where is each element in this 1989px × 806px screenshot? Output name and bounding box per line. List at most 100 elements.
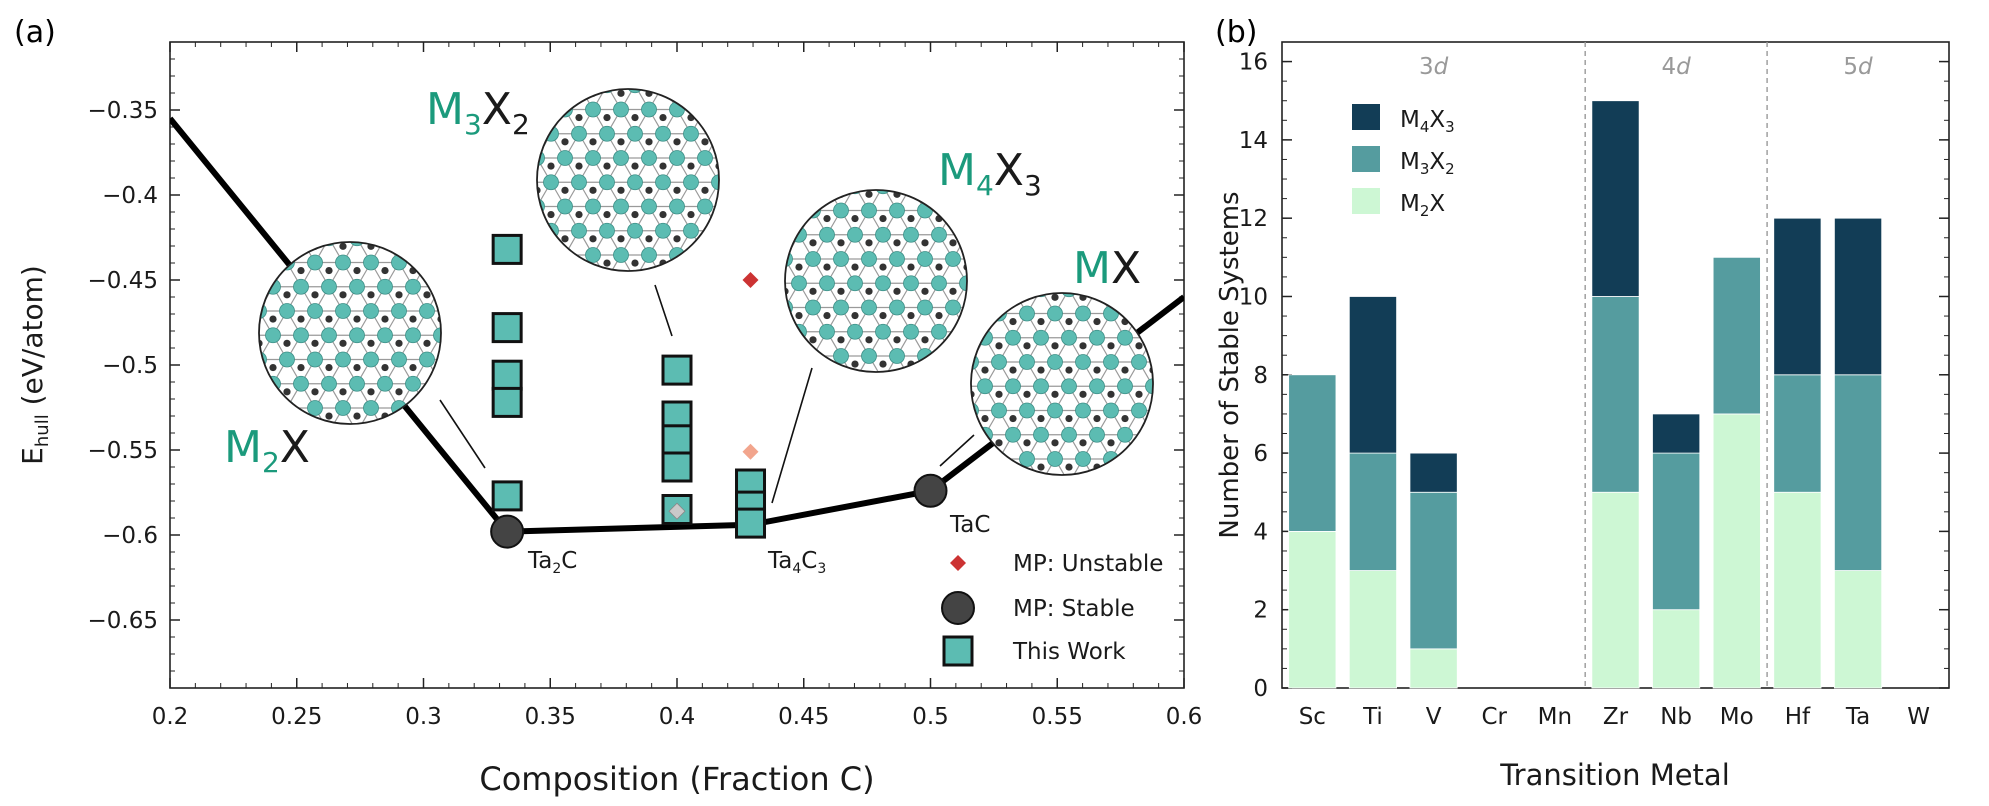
lattice-bond: [469, 432, 483, 456]
carbon-atom: [269, 412, 277, 420]
carbon-atom: [547, 259, 555, 267]
lattice-bond: [897, 162, 911, 186]
lattice-bond: [785, 190, 800, 211]
metal-atom: [833, 348, 849, 364]
carbon-atom: [701, 186, 709, 194]
metal-atom: [585, 198, 601, 215]
carbon-atom: [991, 312, 998, 319]
metal-atom: [516, 272, 531, 287]
lattice-bond: [1027, 265, 1041, 289]
metal-atom: [945, 251, 961, 267]
carbon-atom: [561, 186, 569, 194]
metal-atom: [848, 373, 863, 388]
metal-atom: [903, 323, 919, 340]
category-label: W: [1907, 704, 1930, 730]
metal-atom: [420, 207, 435, 222]
carbon-atom: [241, 267, 248, 274]
y-title-a-rest: (eV/atom): [16, 265, 49, 414]
lattice-bond: [719, 279, 733, 303]
carbon-atom: [823, 166, 830, 173]
plot-a-markers: [490, 233, 948, 549]
phase-m2x-main: M: [224, 422, 262, 473]
structure-insets: [224, 54, 1189, 507]
y-tick-label-a: −0.5: [102, 353, 158, 379]
metal-atom: [613, 198, 629, 215]
category-label: V: [1426, 704, 1442, 730]
lattice-bond: [855, 380, 869, 404]
lattice-bond: [827, 162, 841, 186]
carbon-atom: [381, 363, 389, 372]
metal-atom: [585, 150, 601, 166]
carbon-atom: [339, 339, 347, 347]
carbon-atom: [451, 388, 458, 395]
metal-atom: [805, 299, 821, 316]
carbon-atom: [465, 267, 472, 274]
carbon-atom: [451, 340, 458, 347]
metal-atom: [697, 101, 713, 118]
lattice-bond: [757, 332, 771, 356]
group-label-suffix: d: [1858, 54, 1873, 80]
metal-atom: [847, 275, 863, 292]
metal-atom: [971, 305, 979, 322]
carbon-atom: [729, 284, 736, 291]
metal-atom: [1174, 330, 1189, 345]
metal-atom: [977, 378, 993, 395]
carbon-atom: [795, 311, 803, 320]
carbon-atom: [823, 360, 831, 368]
lattice-bond: [757, 380, 771, 404]
lattice-bond: [995, 283, 1009, 307]
metal-atom: [988, 276, 1003, 291]
lattice-bond: [315, 214, 329, 238]
lattice-bond: [1152, 361, 1153, 387]
lattice-bond: [259, 262, 274, 288]
metal-atom: [991, 402, 1007, 419]
carbon-atom: [781, 385, 788, 392]
bar-M4X3-Zr: [1591, 100, 1640, 297]
lattice-bond: [747, 85, 761, 109]
carbon-atom: [617, 235, 625, 243]
metal-atom: [655, 222, 671, 239]
lattice-bond: [579, 61, 593, 85]
inset-m2x-leader: [439, 399, 486, 469]
carbon-atom: [1079, 390, 1087, 398]
carbon-atom: [1135, 293, 1143, 301]
carbon-atom: [963, 311, 967, 320]
metal-atom: [543, 174, 559, 191]
metal-atom: [224, 255, 239, 270]
carbon-atom: [479, 291, 486, 298]
lattice-bond: [455, 359, 469, 383]
lattice-bond: [259, 359, 260, 385]
metal-atom: [726, 54, 741, 69]
carbon-atom: [547, 162, 555, 170]
carbon-atom: [479, 388, 486, 395]
metal-atom: [791, 275, 807, 292]
legend-m2x-sub: 2: [1420, 202, 1430, 220]
lattice-bond: [413, 432, 427, 456]
lattice-bond: [399, 214, 413, 238]
lattice-bond: [733, 255, 747, 279]
carbon-atom: [537, 138, 541, 146]
lattice-bond: [440, 242, 441, 263]
lattice-bond: [455, 311, 469, 335]
carbon-atom: [241, 218, 248, 225]
carbon-atom: [729, 187, 736, 194]
carbon-atom: [893, 385, 900, 392]
lattice-bond: [469, 384, 483, 408]
bar-M2X-V: [1409, 648, 1458, 689]
metal-atom: [433, 242, 441, 247]
lattice-bond: [869, 162, 883, 186]
metal-atom: [890, 155, 905, 170]
metal-atom: [945, 348, 961, 364]
lattice-bond: [704, 89, 719, 110]
metal-atom: [599, 174, 615, 191]
lattice-bond: [985, 483, 999, 507]
carbon-atom: [631, 162, 639, 170]
lattice-bond: [231, 214, 245, 238]
carbon-atom: [1107, 488, 1114, 495]
carbon-atom: [757, 235, 764, 242]
metal-atom: [655, 125, 671, 142]
carbon-atom: [995, 342, 1003, 350]
metal-atom: [266, 425, 281, 440]
carbon-atom: [631, 65, 638, 72]
y-tick-label-a: −0.4: [102, 183, 158, 209]
